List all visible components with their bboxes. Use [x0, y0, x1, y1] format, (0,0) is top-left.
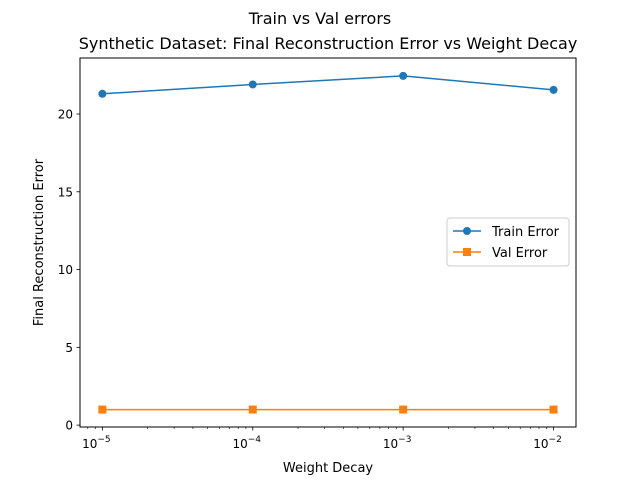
series-1-point-3 — [549, 405, 558, 414]
legend-label-train: Train Error — [491, 225, 560, 240]
legend-box — [446, 217, 570, 267]
y-tick-label-4: 20 — [58, 108, 73, 122]
x-axis-label: Weight Decay — [283, 461, 374, 476]
series-0-point-0 — [98, 89, 107, 98]
x-tick-label-3: 10−2 — [533, 435, 562, 451]
y-tick-label-0: 0 — [65, 419, 73, 433]
axes-frame — [79, 57, 577, 428]
legend: Train Error Val Error — [446, 217, 570, 267]
x-tick-label-0: 10−5 — [82, 435, 111, 451]
series-0-point-1 — [248, 80, 257, 89]
series-1-point-1 — [248, 405, 257, 414]
x-tick-label-2: 10−3 — [383, 435, 412, 451]
chart-title: Synthetic Dataset: Final Reconstruction … — [79, 34, 578, 53]
series-1-point-2 — [399, 405, 408, 414]
y-tick-label-3: 15 — [58, 185, 73, 199]
y-axis-label: Final Reconstruction Error — [32, 158, 47, 326]
legend-marker-train — [463, 227, 471, 235]
series-layer — [98, 71, 558, 414]
series-1-point-0 — [98, 405, 107, 414]
ticks-layer: 0 5 10 15 20 10−5 10−4 10−3 10−2 — [58, 108, 562, 451]
x-tick-label-1: 10−4 — [232, 435, 261, 451]
figure-suptitle: Train vs Val errors — [248, 9, 391, 28]
series-line-0 — [102, 75, 554, 95]
y-tick-label-2: 10 — [58, 263, 73, 277]
y-tick-label-1: 5 — [65, 341, 73, 355]
series-0-point-3 — [549, 85, 558, 94]
legend-marker-val — [463, 248, 471, 256]
legend-label-val: Val Error — [492, 246, 548, 261]
series-0-point-2 — [399, 71, 408, 80]
